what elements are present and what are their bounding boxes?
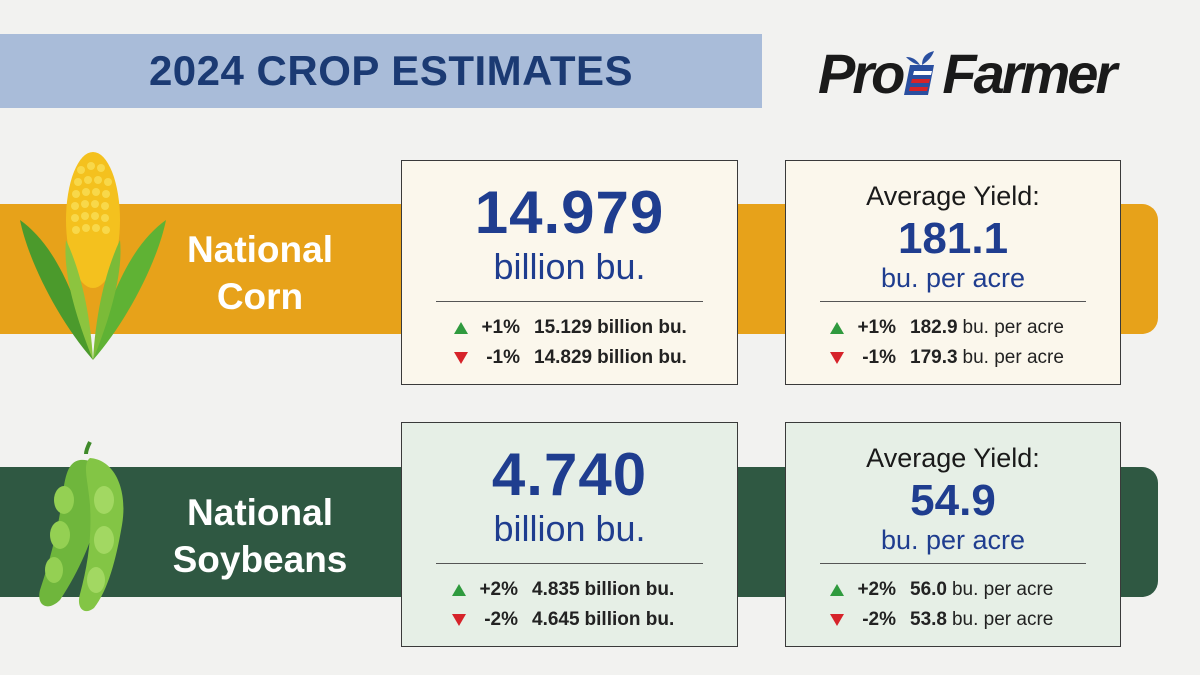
corn-cob-icon — [20, 152, 166, 360]
soybean-label-line2: Soybeans — [172, 538, 348, 580]
pct-change: +1% — [857, 317, 896, 338]
soybean-yield-up-row: +2% 56.0 bu. per acre — [786, 577, 1120, 603]
stat-value: 4.835 — [532, 579, 580, 600]
stat-unit: bu. per acre — [951, 579, 1054, 600]
up-triangle-icon — [830, 322, 844, 334]
corn-label-line2: Corn — [216, 275, 304, 317]
pro-farmer-logo: Pro Farmer — [818, 42, 1117, 105]
stat-unit: bu. per acre — [962, 347, 1064, 368]
corn-production-down-row: -1% 14.829 billion bu. — [402, 345, 737, 371]
up-triangle-icon — [830, 584, 844, 596]
soybean-pods-icon — [39, 441, 124, 612]
down-triangle-icon — [830, 352, 844, 364]
stat-unit: billion bu. — [584, 579, 675, 600]
stat-value: 56.0 — [910, 579, 947, 600]
corn-production-card: 14.979 billion bu. +1% 15.129 billion bu… — [401, 160, 738, 385]
stat-unit: bu. per acre — [951, 609, 1054, 630]
pct-change: +1% — [481, 317, 520, 338]
stat-value: 182.9 — [910, 317, 958, 338]
up-triangle-icon — [454, 322, 468, 334]
corn-yield-card: Average Yield: 181.1 bu. per acre +1% 18… — [785, 160, 1121, 385]
corn-yield-down-row: -1% 179.3 bu. per acre — [786, 345, 1120, 371]
pct-change: -1% — [862, 347, 896, 368]
corn-yield-up-row: +1% 182.9 bu. per acre — [786, 315, 1120, 341]
yield-heading: Average Yield: — [866, 181, 1040, 211]
title-banner: 2024 CROP ESTIMATES — [0, 34, 762, 108]
stat-unit: billion bu. — [584, 609, 675, 630]
up-triangle-icon — [452, 584, 466, 596]
corn-production-value: 14.979 — [474, 179, 665, 246]
yield-heading: Average Yield: — [866, 443, 1040, 473]
pct-change: -2% — [484, 609, 518, 630]
soybean-production-card: 4.740 billion bu. +2% 4.835 billion bu. … — [401, 422, 738, 647]
down-triangle-icon — [452, 614, 466, 626]
soybean-production-unit: billion bu. — [493, 508, 646, 549]
stat-value: 4.645 — [532, 609, 580, 630]
corn-production-unit: billion bu. — [493, 246, 646, 287]
corn-yield-unit: bu. per acre — [880, 263, 1026, 293]
soybean-yield-down-row: -2% 53.8 bu. per acre — [786, 607, 1120, 633]
corn-label-line1: National — [187, 229, 333, 270]
soybean-production-up-row: +2% 4.835 billion bu. — [402, 577, 737, 603]
pct-change: +2% — [479, 579, 518, 600]
soybean-production-down-row: -2% 4.645 billion bu. — [402, 607, 737, 633]
pct-change: +2% — [857, 579, 896, 600]
soybean-yield-value: 54.9 — [910, 476, 996, 525]
stat-unit: billion bu. — [597, 317, 687, 338]
flag-leaf-icon — [904, 51, 940, 97]
down-triangle-icon — [830, 614, 844, 626]
corn-production-up-row: +1% 15.129 billion bu. — [402, 315, 737, 341]
pct-change: -2% — [862, 609, 896, 630]
divider — [436, 301, 703, 302]
soybean-label-line1: National — [187, 492, 333, 533]
soybean-label: National Soybeans — [160, 490, 360, 584]
soybean-production-value: 4.740 — [491, 441, 648, 508]
stat-unit: bu. per acre — [962, 317, 1064, 338]
divider — [820, 563, 1086, 564]
down-triangle-icon — [454, 352, 468, 364]
corn-yield-value: 181.1 — [897, 214, 1009, 263]
divider — [436, 563, 703, 564]
stat-value: 15.129 — [534, 317, 593, 338]
divider — [820, 301, 1086, 302]
pct-change: -1% — [486, 347, 520, 368]
soybean-yield-unit: bu. per acre — [880, 525, 1026, 555]
stat-value: 14.829 — [534, 347, 593, 368]
stat-value: 179.3 — [910, 347, 958, 368]
corn-label: National Corn — [160, 227, 360, 321]
page-title: 2024 CROP ESTIMATES — [148, 47, 634, 94]
stat-value: 53.8 — [910, 609, 947, 630]
stat-unit: billion bu. — [597, 347, 687, 368]
soybean-yield-card: Average Yield: 54.9 bu. per acre +2% 56.… — [785, 422, 1121, 647]
